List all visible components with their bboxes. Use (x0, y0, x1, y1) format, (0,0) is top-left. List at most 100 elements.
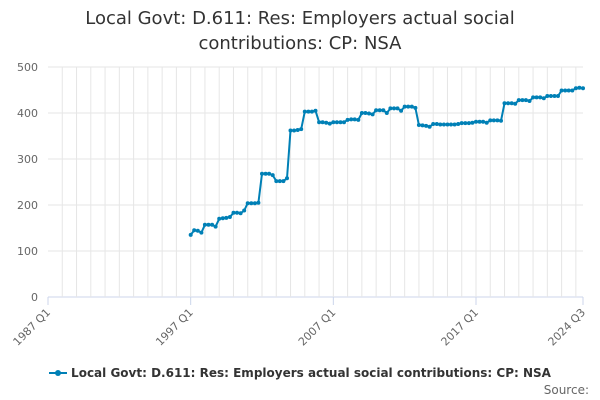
data-point (302, 109, 307, 114)
x-tick-label: 1987 Q1 (11, 306, 54, 349)
data-point (438, 122, 443, 127)
data-point (509, 101, 514, 106)
data-point (427, 124, 432, 129)
data-point (559, 88, 564, 93)
x-tick-label: 2017 Q1 (439, 306, 482, 349)
x-tick-label: 2007 Q1 (296, 306, 339, 349)
data-point (449, 122, 453, 127)
data-point (459, 121, 464, 126)
data-point (434, 122, 439, 126)
y-tick-label: 200 (17, 199, 38, 212)
data-point (270, 173, 275, 178)
data-point (534, 95, 539, 100)
data-point (384, 111, 389, 115)
data-point (213, 224, 218, 229)
data-point (566, 88, 571, 93)
data-point (520, 98, 525, 103)
data-point (331, 120, 336, 125)
data-point (441, 122, 446, 127)
data-point (263, 171, 268, 176)
y-tick-label: 100 (17, 245, 38, 258)
data-point (466, 121, 471, 126)
data-point (470, 120, 475, 125)
data-point (352, 117, 357, 122)
data-point (227, 215, 232, 219)
data-point (484, 120, 489, 125)
data-point (356, 117, 361, 122)
data-point (188, 232, 193, 237)
data-point (377, 108, 382, 113)
data-point (548, 94, 553, 98)
legend-label: Local Govt: D.611: Res: Employers actual… (71, 366, 551, 380)
legend-line-icon (49, 368, 68, 378)
data-point (506, 101, 511, 106)
data-point (570, 88, 575, 93)
data-point (313, 108, 318, 113)
data-point (399, 108, 404, 113)
data-point (488, 118, 493, 123)
data-point (363, 111, 368, 115)
data-point (367, 111, 371, 116)
chart-title-line-2: contributions: CP: NSA (198, 33, 402, 54)
data-point (409, 104, 414, 109)
y-tick-label: 500 (17, 61, 38, 74)
y-tick-label: 400 (17, 107, 38, 120)
data-point (523, 98, 528, 103)
data-point (260, 171, 264, 176)
data-point (238, 211, 243, 216)
data-point (224, 215, 229, 220)
x-tick-label: 1997 Q1 (153, 306, 196, 349)
data-point (231, 210, 236, 215)
data-point (309, 109, 314, 114)
data-point (531, 95, 536, 100)
data-point (317, 120, 322, 125)
data-point (345, 117, 350, 122)
data-point (445, 122, 450, 127)
data-point (342, 120, 346, 125)
data-point (349, 117, 354, 122)
data-point (499, 118, 503, 123)
data-point (217, 216, 222, 221)
data-point (388, 106, 393, 111)
data-point (527, 99, 532, 103)
data-point (324, 120, 329, 125)
data-point (359, 111, 364, 115)
data-point (406, 104, 411, 109)
data-point (306, 109, 311, 114)
data-point (395, 106, 400, 111)
data-point (456, 122, 461, 126)
data-point (285, 176, 289, 181)
y-tick-label: 300 (17, 153, 38, 166)
data-point (210, 222, 215, 227)
data-point (545, 94, 550, 98)
data-point (538, 95, 543, 100)
data-point (245, 201, 250, 206)
data-point (463, 121, 468, 126)
data-point (274, 179, 279, 184)
data-point (513, 101, 518, 106)
data-point (256, 200, 261, 205)
series-line (189, 86, 584, 236)
data-point (292, 128, 297, 133)
data-point (199, 230, 204, 235)
legend[interactable]: Local Govt: D.611: Res: Employers actual… (0, 366, 600, 380)
x-tick-label: 2024 Q3 (546, 306, 589, 349)
data-point (581, 86, 585, 91)
data-point (295, 128, 300, 132)
data-point (477, 119, 482, 124)
data-point (334, 120, 339, 125)
data-point (338, 120, 343, 125)
source-label: Source: (543, 383, 589, 397)
data-point (573, 86, 578, 91)
data-point (320, 120, 325, 125)
data-point (299, 127, 304, 132)
data-point (370, 112, 375, 117)
data-point (374, 108, 379, 113)
data-point (381, 108, 386, 113)
chart-title: Local Govt: D.611: Res: Employers actual… (0, 6, 600, 56)
data-point (392, 106, 396, 111)
data-point (452, 122, 457, 127)
data-point (192, 228, 197, 233)
chart-title-line-1: Local Govt: D.611: Res: Employers actual… (85, 8, 515, 29)
data-point (277, 179, 282, 184)
